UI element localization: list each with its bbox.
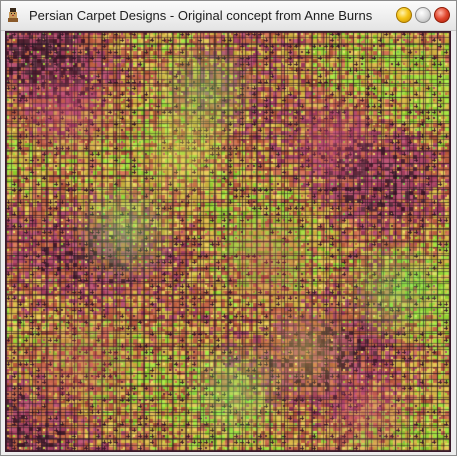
java-duke-icon: [8, 8, 18, 22]
minimize-button[interactable]: [396, 7, 412, 23]
carpet-canvas-area: [5, 31, 451, 452]
maximize-button[interactable]: [415, 7, 431, 23]
close-button[interactable]: [434, 7, 450, 23]
window-title: Persian Carpet Designs - Original concep…: [29, 8, 373, 23]
title-bar[interactable]: Persian Carpet Designs - Original concep…: [1, 1, 456, 31]
persian-carpet-canvas: [5, 31, 451, 452]
